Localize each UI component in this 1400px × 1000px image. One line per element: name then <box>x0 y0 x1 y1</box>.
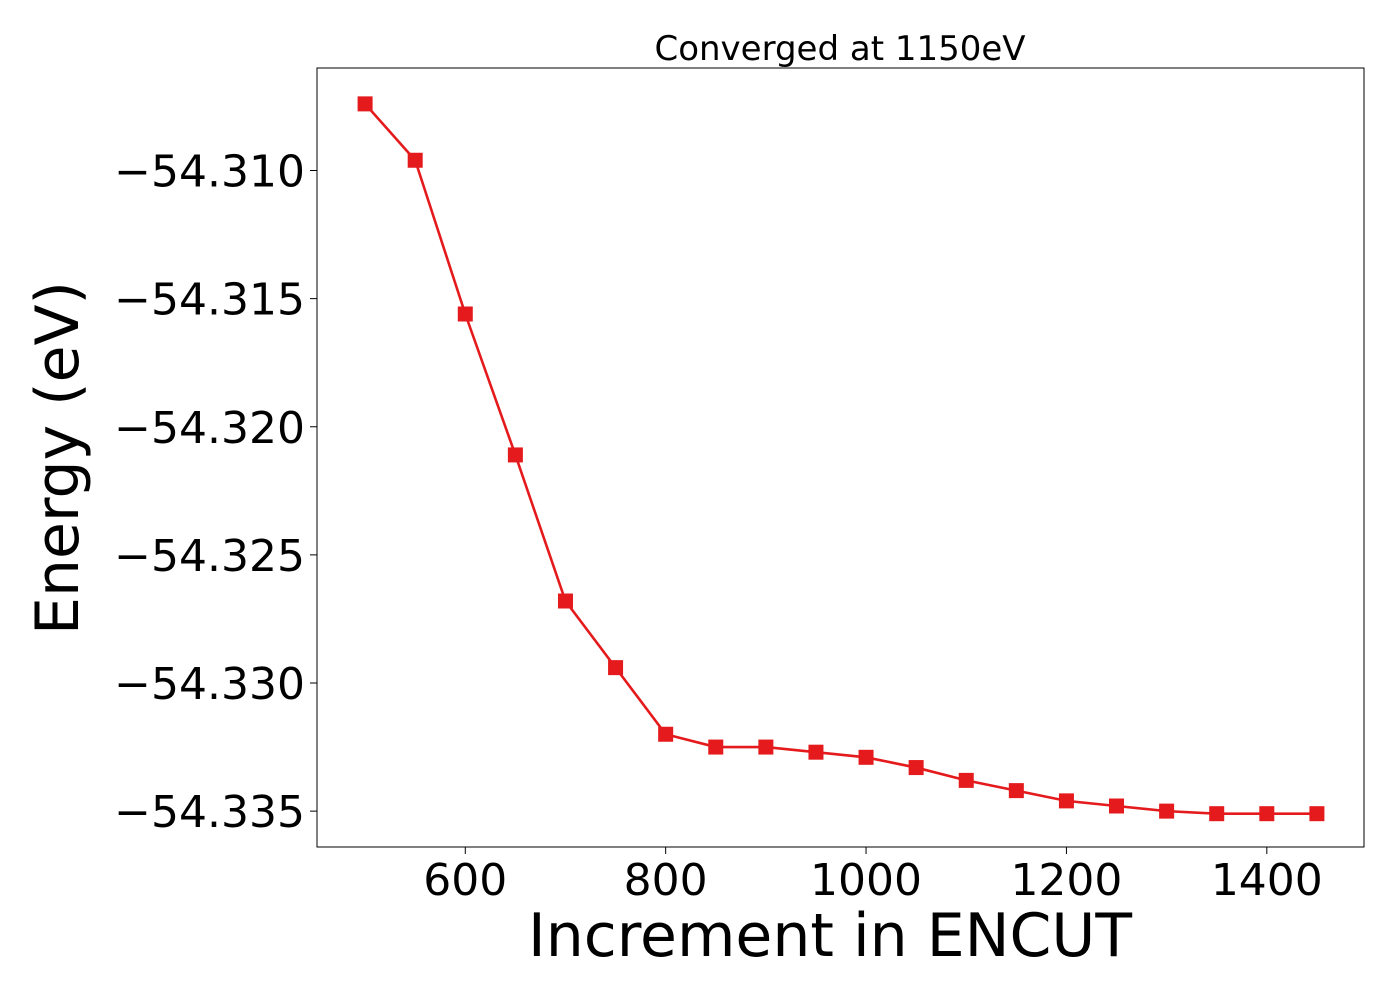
x-tick-label: 1200 <box>1010 855 1122 906</box>
y-tick-label: −54.310 <box>114 147 305 198</box>
series-layer <box>357 96 1325 822</box>
x-tick-label: 1400 <box>1211 855 1323 906</box>
data-point-marker <box>407 152 423 168</box>
data-point-marker <box>1008 783 1024 799</box>
data-point-marker <box>1159 803 1175 819</box>
data-point-marker <box>708 739 724 755</box>
data-point-marker <box>557 593 573 609</box>
chart-title: Converged at 1150eV <box>654 29 1025 69</box>
y-axis-label: Energy (eV) <box>23 281 93 635</box>
x-axis-ticks: 600 800 1000 1200 1400 <box>423 847 1323 906</box>
y-axis-ticks: −54.310 −54.315 −54.320 −54.325 −54.330 −54.3… <box>114 147 317 838</box>
y-tick-label: −54.325 <box>114 531 305 582</box>
y-tick-label: −54.335 <box>114 787 305 838</box>
data-point-marker <box>1109 798 1125 814</box>
plot-frame <box>316 67 1365 848</box>
y-tick-label: −54.330 <box>114 659 305 710</box>
y-tick-label: −54.315 <box>114 275 305 326</box>
data-point-marker <box>908 760 924 776</box>
data-point-marker <box>1209 806 1225 822</box>
data-point-marker <box>858 749 874 765</box>
data-point-marker <box>808 744 824 760</box>
data-point-marker <box>357 96 373 112</box>
data-point-marker <box>1309 806 1325 822</box>
x-tick-label: 600 <box>423 855 507 906</box>
x-tick-label: 800 <box>624 855 708 906</box>
data-point-marker <box>457 306 473 322</box>
data-point-marker <box>658 726 674 742</box>
series-line <box>364 103 1317 815</box>
x-axis-label: Increment in ENCUT <box>528 901 1132 971</box>
y-tick-label: −54.320 <box>114 403 305 454</box>
data-point-marker <box>1259 806 1275 822</box>
data-point-marker <box>608 660 624 676</box>
data-point-marker <box>1058 793 1074 809</box>
data-point-marker <box>958 772 974 788</box>
data-point-marker <box>507 447 523 463</box>
x-tick-label: 1000 <box>810 855 922 906</box>
data-point-marker <box>758 739 774 755</box>
